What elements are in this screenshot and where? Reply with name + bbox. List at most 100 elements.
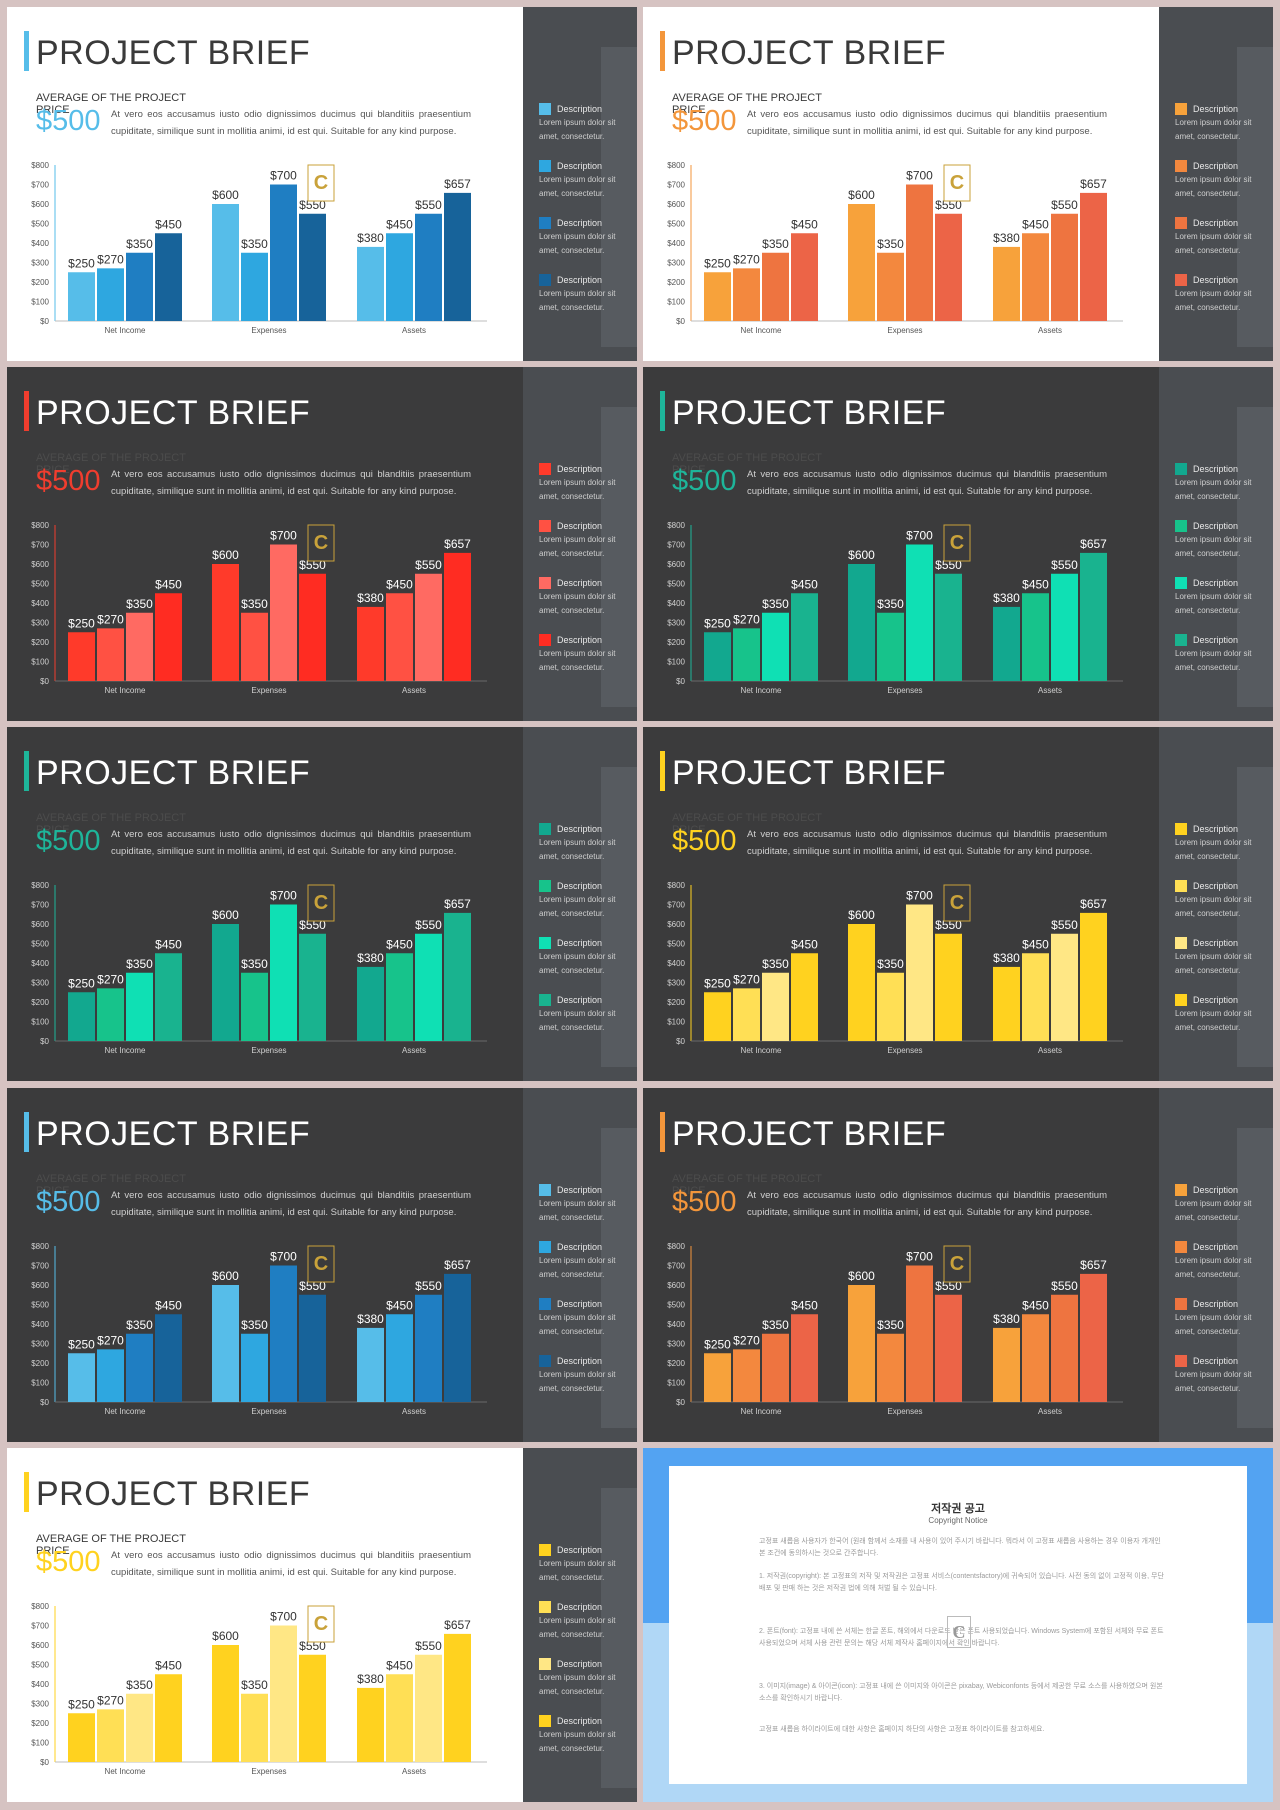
legend-title: Description [1193,464,1239,474]
bar-value-label: $550 [415,1279,442,1293]
bar [212,1645,239,1762]
bar-value-label: $700 [270,529,297,543]
legend-title: Description [1193,521,1239,531]
bar-value-label: $657 [1080,537,1107,551]
bar [1080,552,1107,681]
bar [270,1625,297,1762]
bar [241,1693,268,1762]
bar-value-label: $270 [97,1693,124,1707]
legend-swatch [539,1298,551,1310]
bar [848,1285,875,1402]
bar [357,966,384,1041]
bar-value-label: $250 [68,616,95,630]
y-tick-label: $200 [31,1719,49,1728]
y-tick-label: $0 [676,677,685,686]
legend-item: Description Lorem ipsum dolor sit amet, c… [1175,463,1265,520]
bar [415,573,442,681]
bar [415,933,442,1041]
y-tick-label: $500 [31,940,49,949]
legend-item: Description Lorem ipsum dolor sit amet, c… [539,880,629,937]
bar-value-label: $380 [993,231,1020,245]
legend-title: Description [1193,635,1239,645]
legend-text: Lorem ipsum dolor sit amet, consectetur. [1175,1370,1252,1393]
bar [733,1349,760,1402]
bar-value-label: $350 [241,1318,268,1332]
legend-swatch [539,463,551,475]
sidebar-strip [601,1128,637,1428]
bar [1080,912,1107,1041]
bar [906,1265,933,1402]
y-tick-label: $0 [40,1398,49,1407]
bar [935,933,962,1041]
bar [906,904,933,1041]
legend-title: Description [557,275,603,285]
copyright-paragraph: 1. 저작권(copyright): 본 고정표의 저작 및 저작권은 고정표 … [759,1573,1164,1592]
bar-value-label: $350 [877,237,904,251]
bar-value-label: $657 [444,177,471,191]
legend-item: Description Lorem ipsum dolor sit amet, c… [539,217,629,274]
bar-value-label: $600 [848,1269,875,1283]
category-label: Assets [1038,326,1062,335]
sidebar-panel [523,367,637,721]
bar [97,628,124,681]
bar-chart: $0 $100 $200 $300 $400 $500 $600 $700 $800 $250 $2… [667,521,1123,695]
legend: Description Lorem ipsum dolor sit amet, c… [539,1544,629,1772]
legend-title: Description [557,995,603,1005]
legend-title: Description [1193,995,1239,1005]
legend-swatch [1175,1184,1187,1196]
y-tick-label: $600 [31,1281,49,1290]
bar-value-label: $380 [993,591,1020,605]
bar-value-label: $450 [155,1658,182,1672]
bar-value-label: $550 [1051,1279,1078,1293]
bar-value-label: $550 [415,558,442,572]
bar [733,988,760,1041]
bar-value-label: $350 [126,597,153,611]
y-tick-label: $100 [31,1739,49,1748]
category-label: Expenses [251,1767,286,1776]
legend: Description Lorem ipsum dolor sit amet, c… [1175,1184,1265,1412]
bar-chart: $0 $100 $200 $300 $400 $500 $600 $700 $800 $250 $2… [31,161,487,335]
bar [155,233,182,321]
y-tick-label: $300 [667,1340,685,1349]
legend: Description Lorem ipsum dolor sit amet, c… [539,103,629,331]
sidebar-strip [1237,407,1273,707]
bar [791,233,818,321]
page-title: PROJECT BRIEF [36,1115,311,1153]
category-label: Assets [402,326,426,335]
bar-value-label: $350 [126,1678,153,1692]
category-label: Net Income [105,326,146,335]
bar-value-label: $550 [415,1639,442,1653]
bar-value-label: $250 [68,976,95,990]
svg-text:C: C [314,1613,328,1635]
legend-item: Description Lorem ipsum dolor sit amet, c… [539,1544,629,1601]
bar-value-label: $700 [270,1610,297,1624]
bar [155,953,182,1041]
legend-text: Lorem ipsum dolor sit amet, consectetur. [539,1199,616,1222]
bar-value-label: $380 [357,231,384,245]
slide-8: PROJECT BRIEF AVERAGE OF THE PROJECT PRIC… [643,1088,1273,1442]
y-tick-label: $300 [31,1700,49,1709]
bar [877,972,904,1041]
bar-value-label: $700 [906,1250,933,1264]
legend-item: Description Lorem ipsum dolor sit amet, c… [539,274,629,331]
average-price: $500 [672,825,737,857]
page-title: PROJECT BRIEF [672,754,947,792]
bar-value-label: $600 [848,188,875,202]
bar-value-label: $600 [212,1629,239,1643]
legend-title: Description [1193,578,1239,588]
bar-value-label: $350 [241,1678,268,1692]
title-accent-bar [24,1472,29,1512]
price-subtitle: AVERAGE OF THE PROJECT PRICE [36,92,186,116]
legend-swatch [539,103,551,115]
y-tick-label: $400 [667,1320,685,1329]
legend-swatch [539,937,551,949]
sidebar-panel [523,727,637,1081]
y-tick-label: $800 [31,1242,49,1251]
copyright-slide: 저작권 공고 Copyright Notice 고정표 새롭음 사용자가 한국어 (… [643,1448,1273,1802]
bar [733,268,760,321]
bar-value-label: $270 [733,1333,760,1347]
bar-value-label: $450 [1022,937,1049,951]
legend-text: Lorem ipsum dolor sit amet, consectetur. [539,175,616,198]
bar-value-label: $450 [386,577,413,591]
legend-item: Description Lorem ipsum dolor sit amet, c… [539,160,629,217]
